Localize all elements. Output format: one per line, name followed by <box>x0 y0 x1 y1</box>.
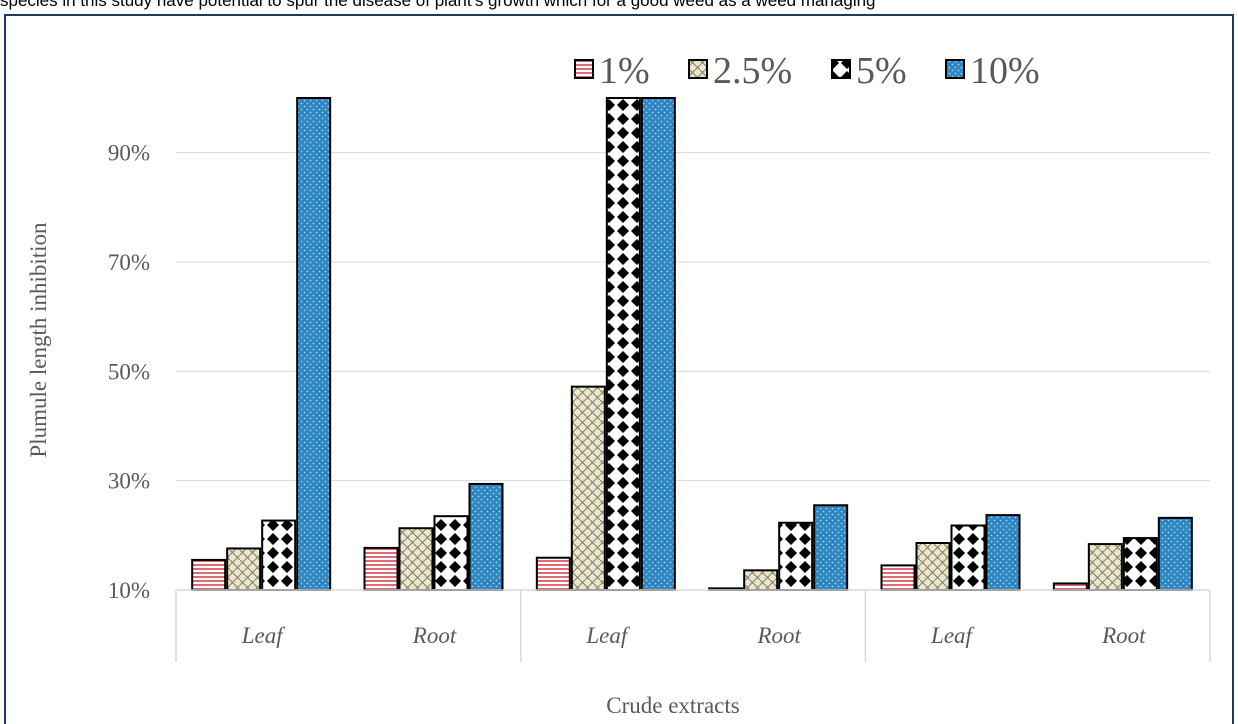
y-axis-label: Plumule length inhibition <box>26 222 51 458</box>
x-axis-label: Crude extracts <box>606 693 740 717</box>
legend-label: 5% <box>856 50 907 92</box>
y-tick-label: 30% <box>108 469 150 494</box>
bar-5pct-4 <box>950 524 986 592</box>
legend-swatch <box>574 59 594 79</box>
bar-2_5pct-1 <box>398 527 434 592</box>
bar-1pct-0 <box>191 558 227 592</box>
y-tick-label: 10% <box>108 578 150 603</box>
x-tick-label: Root <box>756 623 801 648</box>
bar-2_5pct-0 <box>226 547 262 591</box>
bar-2_5pct-2 <box>570 385 606 592</box>
y-tick-label: 50% <box>108 359 150 384</box>
bar-10pct-0 <box>296 97 332 591</box>
bar-1pct-4 <box>880 564 916 592</box>
bar-5pct-0 <box>261 519 297 591</box>
bar-10pct-3 <box>813 504 849 591</box>
bar-10pct-5 <box>1157 516 1193 592</box>
x-tick-label: Root <box>412 623 457 648</box>
x-axis: Leaf Root Leaf Root Leaf Root <box>175 589 1211 662</box>
y-tick-labels: 10% 30% 50% 70% 90% <box>108 141 150 603</box>
bar-5pct-5 <box>1122 537 1158 591</box>
x-tick-label: Leaf <box>930 623 976 648</box>
bar-2_5pct-3 <box>743 569 779 592</box>
bar-10pct-4 <box>985 514 1021 592</box>
figure-frame <box>4 14 1234 724</box>
bars <box>191 97 1193 592</box>
bar-5pct-3 <box>778 521 814 592</box>
x-tick-label: Leaf <box>241 623 287 648</box>
bar-5pct-1 <box>433 515 469 592</box>
y-tick-label: 70% <box>108 250 150 275</box>
legend-swatch <box>688 59 708 79</box>
legend-swatch <box>831 59 851 79</box>
bar-1pct-1 <box>363 546 399 592</box>
bar-5pct-2 <box>605 97 641 591</box>
bar-10pct-1 <box>468 482 504 591</box>
bar-1pct-2 <box>535 556 571 591</box>
bar-2_5pct-5 <box>1087 543 1123 592</box>
bar-1pct-5 <box>1052 582 1088 592</box>
bar-2_5pct-4 <box>915 541 951 592</box>
x-tick-label: Root <box>1101 623 1146 648</box>
x-tick-label: Leaf <box>585 623 631 648</box>
context-text-strip: species in this study have potential to … <box>0 0 876 10</box>
legend-label: 1% <box>599 50 650 92</box>
legend-label: 2.5% <box>713 50 792 92</box>
bar-10pct-2 <box>640 97 676 591</box>
y-tick-label: 90% <box>108 141 150 166</box>
gridlines <box>176 152 1210 482</box>
legend: 1% 2.5% 5% 10% <box>574 50 1040 92</box>
legend-swatch <box>945 59 965 79</box>
legend-label: 10% <box>970 50 1040 92</box>
